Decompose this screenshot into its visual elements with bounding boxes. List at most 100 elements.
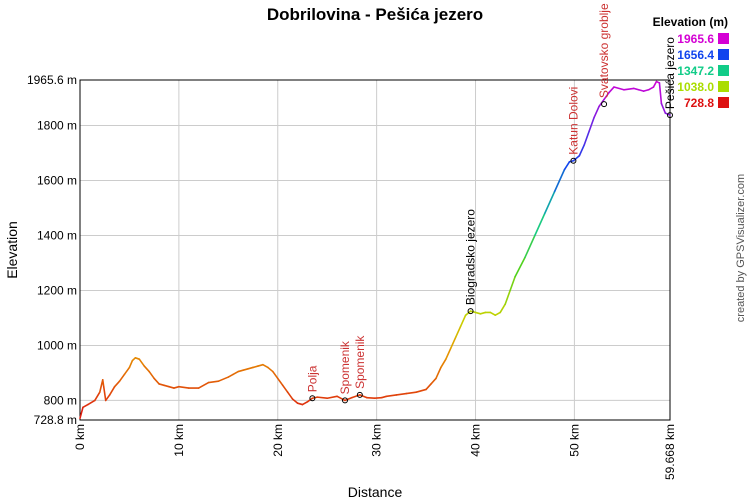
profile-segment [425,383,432,391]
profile-segment [272,370,279,380]
profile-segment [588,116,595,132]
x-tick-label: 0 km [73,424,87,450]
profile-segment [207,380,220,384]
profile-segment [301,401,309,406]
profile-segment [168,385,175,389]
profile-segment [286,391,294,400]
profile-segment [637,88,645,92]
waypoint-label: Biogradsko jezero [464,209,478,305]
profile-segment [257,363,264,367]
legend-entry-label: 1038.0 [677,80,714,94]
profile-segment [450,336,457,349]
legend-entry-label: 1347.2 [677,64,714,78]
profile-segment [79,406,84,420]
profile-segment [454,325,462,338]
legend-entry-label: 1965.6 [677,32,714,46]
profile-segment [647,86,655,91]
waypoint-label: Katun Dolovi [566,87,580,155]
profile-segment [87,399,96,406]
waypoint-marker [341,397,348,404]
profile-segment [336,395,346,402]
profile-segment [173,385,180,389]
x-tick-label: 50 km [567,424,581,457]
profile-segment [494,311,502,317]
profile-segment [509,275,516,292]
profile-segment [660,102,667,114]
profile-segment [316,396,329,400]
waypoint-label: Polja [305,365,319,392]
profile-segment [613,86,625,91]
profile-segment [603,91,610,101]
profile-segment [351,394,361,399]
plot-frame [79,79,671,421]
profile-segment [217,376,230,382]
chart-title: Dobrilovina - Pešića jezero [267,5,483,24]
profile-segment [163,384,170,388]
waypoint-label: Spomenik [338,340,352,394]
profile-segment [252,365,259,369]
profile-segment [632,87,640,91]
profile-segment [474,311,482,315]
elevation-profile [79,80,671,420]
profile-segment [593,105,600,119]
profile-segment [415,388,427,393]
legend-swatch [718,49,729,60]
profile-segment [276,377,284,387]
y-tick-label: 1200 m [37,283,77,297]
profile-segment [94,391,101,402]
profile-segment [608,86,615,94]
profile-segment [143,365,151,373]
profile-segment [197,381,210,389]
profile-segment [267,366,274,373]
profile-segment [113,380,121,388]
profile-segment [385,394,398,398]
y-tick-label: 1400 m [37,228,77,242]
profile-segment [101,379,105,388]
profile-segment [514,256,526,278]
profile-segment [262,363,269,369]
profile-segment [128,359,134,369]
profile-segment [563,161,571,171]
profile-segment [237,369,244,373]
waypoint-label: Svatovsko groblje [597,3,611,98]
profile-segment [658,82,663,105]
waypoints: Polja Spomenik Spomenik Biogradsko jezero Ka… [305,3,677,404]
profile-segment [291,398,299,404]
profile-segment [326,395,338,400]
profile-segment [373,396,383,400]
x-tick-label: 30 km [370,424,384,457]
profile-segment [499,303,506,314]
x-tick-label: 40 km [469,424,483,457]
profile-segment [153,377,160,385]
profile-segment [435,366,442,380]
profile-segment [543,190,556,215]
profile-segment [572,154,581,162]
profile-segment [578,143,586,157]
y-tick-label: 1000 m [37,338,77,352]
y-tick-label: 1800 m [37,119,77,133]
x-tick-label: 10 km [172,424,186,457]
credit-text: created by GPSVisualizer.com [735,174,747,322]
profile-segment [232,370,240,376]
profile-segment [445,347,452,360]
profile-segment [247,366,254,370]
profile-segment [178,385,190,389]
profile-segment [82,403,89,409]
legend-swatch [718,65,729,76]
waypoint-marker [467,308,474,315]
y-tick-label: 1965.6 m [27,73,77,87]
profile-segment [479,311,487,315]
waypoint-marker [570,157,577,164]
legend-swatch [718,81,729,92]
profile-segment [242,368,249,371]
profile-segment [524,234,536,259]
profile-segment [359,394,368,399]
y-tick-label: 800 m [44,393,77,407]
profile-segment [652,80,658,88]
profile-segment [380,395,388,399]
y-tick-label: 1600 m [37,174,77,188]
legend-title: Elevation (m) [653,15,728,29]
profile-segment [104,394,111,402]
profile-segment [395,392,408,396]
